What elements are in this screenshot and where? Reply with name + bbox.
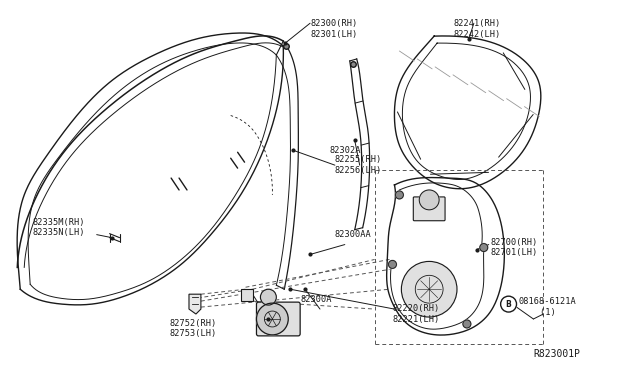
Text: 08168-6121A
    (1): 08168-6121A (1) (518, 297, 576, 317)
Text: 82255(RH)
82256(LH): 82255(RH) 82256(LH) (335, 155, 382, 174)
Circle shape (260, 289, 276, 305)
Text: 82300(RH)
82301(LH): 82300(RH) 82301(LH) (310, 19, 357, 39)
Text: 82300A: 82300A (300, 295, 332, 304)
Circle shape (500, 296, 516, 312)
Circle shape (257, 303, 288, 335)
Text: 82241(RH)
82242(LH): 82241(RH) 82242(LH) (454, 19, 501, 39)
Text: 82752(RH)
82753(LH): 82752(RH) 82753(LH) (169, 319, 216, 339)
Text: 82700(RH)
82701(LH): 82700(RH) 82701(LH) (491, 238, 538, 257)
Text: B: B (506, 299, 511, 309)
Polygon shape (189, 294, 201, 314)
FancyBboxPatch shape (257, 302, 300, 336)
Text: 82302A: 82302A (330, 146, 362, 155)
Circle shape (396, 191, 403, 199)
Circle shape (463, 320, 471, 328)
Text: 82335M(RH)
82335N(LH): 82335M(RH) 82335N(LH) (32, 218, 84, 237)
FancyBboxPatch shape (413, 197, 445, 221)
Text: 82220(RH)
82221(LH): 82220(RH) 82221(LH) (392, 304, 440, 324)
Circle shape (480, 244, 488, 251)
Circle shape (419, 190, 439, 210)
Circle shape (401, 262, 457, 317)
Polygon shape (241, 289, 253, 301)
Circle shape (388, 260, 396, 268)
Text: 82300AA: 82300AA (335, 230, 372, 239)
Text: R823001P: R823001P (533, 349, 580, 359)
